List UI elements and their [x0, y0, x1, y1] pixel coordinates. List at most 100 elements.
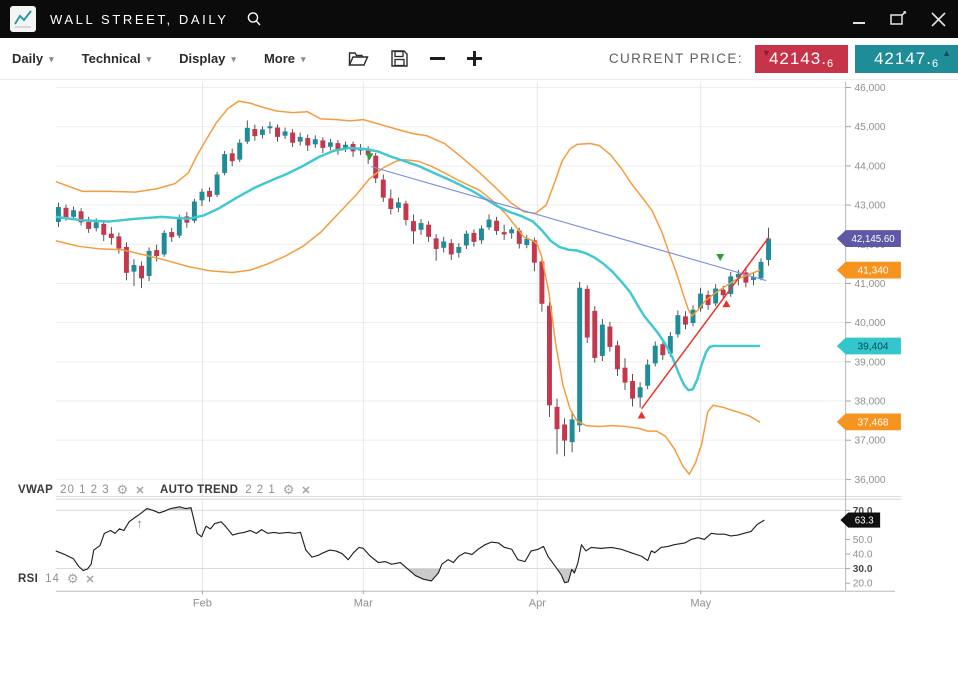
sell-signal-icon: [365, 153, 374, 161]
svg-text:45,000: 45,000: [855, 122, 886, 133]
vwap-line: [55, 146, 760, 392]
price-tag: [836, 413, 901, 431]
svg-text:42,145.60: 42,145.60: [851, 234, 895, 245]
search-icon[interactable]: [245, 10, 263, 28]
rsi: [55, 506, 765, 584]
gridlines: [55, 81, 846, 591]
menu-daily-label: Daily: [12, 51, 44, 66]
buy-signal-icon: [637, 411, 646, 419]
sell-signal-icon: [716, 254, 725, 262]
window-title: WALL STREET, DAILY: [50, 11, 229, 27]
zoom-out-icon[interactable]: [429, 57, 445, 60]
svg-text:Apr: Apr: [529, 598, 546, 610]
menu-more[interactable]: More ▾: [264, 51, 306, 66]
window-controls: [853, 11, 946, 27]
menu-technical[interactable]: Technical ▾: [82, 51, 152, 66]
bollinger-upper-line: [55, 100, 761, 318]
svg-text:43,000: 43,000: [855, 201, 886, 212]
price-tag: [836, 261, 901, 279]
svg-text:44,000: 44,000: [855, 161, 886, 172]
gear-icon[interactable]: ⚙: [282, 482, 295, 497]
menu-display[interactable]: Display ▾: [179, 51, 236, 66]
vwap: [55, 146, 760, 392]
titlebar: WALL STREET, DAILY: [0, 0, 958, 38]
ask-price-decimal: 6: [931, 57, 940, 70]
close-icon[interactable]: ✕: [301, 484, 311, 497]
gear-icon[interactable]: ⚙: [116, 482, 129, 497]
zoom-in-icon[interactable]: [466, 51, 482, 66]
svg-text:37,000: 37,000: [855, 436, 886, 447]
rsi-value-tag: [840, 512, 881, 528]
svg-text:30.0: 30.0: [853, 564, 873, 575]
current-price-label: CURRENT PRICE:: [608, 51, 743, 66]
svg-text:37,468: 37,468: [858, 417, 889, 428]
svg-text:38,000: 38,000: [855, 397, 886, 408]
svg-text:63.3: 63.3: [855, 516, 874, 527]
trend-lines: [371, 166, 770, 410]
ask-price-value: 42147.: [873, 48, 932, 68]
auto-trend-descending: [371, 166, 767, 282]
svg-text:40.0: 40.0: [853, 550, 873, 561]
buy-signal-icon: [722, 300, 731, 308]
price-down-icon: ▼: [762, 47, 772, 58]
menu-display-label: Display: [179, 51, 226, 66]
app-logo-icon: [10, 6, 36, 32]
price-up-icon: ▲: [942, 47, 952, 58]
bid-price-value: 42143.: [768, 48, 827, 68]
svg-text:50.0: 50.0: [853, 535, 873, 546]
svg-text:Feb: Feb: [193, 598, 212, 610]
svg-text:Mar: Mar: [354, 598, 373, 610]
close-button[interactable]: [931, 11, 946, 27]
bollinger-lower-line: [55, 158, 761, 476]
popout-window-button[interactable]: [890, 11, 907, 27]
signal-markers: [365, 153, 731, 419]
auto-trend-name: AUTO TREND: [160, 484, 239, 496]
svg-text:70.0: 70.0: [853, 506, 873, 517]
month-axis-labels: Feb Mar Apr May: [193, 590, 712, 610]
svg-text:39,404: 39,404: [858, 342, 889, 353]
close-icon[interactable]: ✕: [85, 573, 95, 586]
chevron-down-icon: ▾: [231, 54, 236, 64]
price-axis-labels: 46,00045,00044,00043,00042,00041,00040,0…: [845, 83, 886, 486]
vwap-params: 20 1 2 3: [60, 484, 110, 496]
menu-daily[interactable]: Daily ▾: [12, 51, 54, 66]
close-icon[interactable]: ✕: [135, 484, 145, 497]
open-folder-icon[interactable]: [347, 50, 369, 67]
ask-price-button[interactable]: 42147. 6 ▲: [855, 44, 958, 73]
rsi-indicator-label: RSI 14 ⚙ ✕: [18, 571, 95, 587]
save-icon[interactable]: [390, 50, 408, 67]
bid-price-decimal: 6: [826, 57, 835, 70]
panel-frames: [55, 81, 902, 592]
rsi-arrow-annotation: ↑: [136, 516, 143, 531]
rsi-axis-labels: 70.0 50.0 40.0 30.0 20.0: [845, 506, 873, 590]
chevron-down-icon: ▾: [301, 54, 306, 64]
auto-trend-indicator-label: AUTO TREND 2 2 1 ⚙ ✕: [160, 482, 311, 498]
auto-trend-ascending: [640, 236, 770, 410]
vwap-indicator-label: VWAP 20 1 2 3 ⚙ ✕: [18, 482, 145, 498]
minimize-button[interactable]: [853, 12, 866, 26]
svg-text:36,000: 36,000: [855, 475, 886, 486]
candles-layer: [55, 120, 772, 457]
svg-text:20.0: 20.0: [853, 579, 873, 590]
auto-trend-params: 2 2 1: [245, 484, 276, 496]
chart-canvas[interactable]: ↑46,00045,00044,00043,00042,00041,00040,…: [0, 80, 958, 687]
toolbar: Daily ▾ Technical ▾ Display ▾ More ▾ CUR…: [0, 38, 958, 80]
price-tags: 42,145.60 41,340 39,404 37,468 63.3: [836, 230, 901, 528]
chevron-down-icon: ▾: [49, 54, 54, 64]
rsi-annotation: ↑: [136, 516, 143, 531]
price-tag: [836, 230, 901, 247]
price-tag: [836, 337, 901, 355]
bid-price-button[interactable]: ▼ 42143. 6: [755, 44, 848, 73]
gear-icon[interactable]: ⚙: [66, 571, 79, 586]
svg-text:40,000: 40,000: [855, 318, 886, 329]
rsi-params: 14: [45, 573, 60, 585]
menu-more-label: More: [263, 51, 295, 66]
svg-text:41,340: 41,340: [858, 266, 889, 277]
svg-text:41,000: 41,000: [855, 279, 886, 290]
bollinger-lower: [55, 158, 761, 476]
svg-text:39,000: 39,000: [855, 357, 886, 368]
rsi-line: [55, 506, 765, 584]
svg-text:May: May: [690, 598, 711, 610]
rsi-name: RSI: [18, 573, 39, 585]
menu-technical-label: Technical: [81, 51, 141, 66]
